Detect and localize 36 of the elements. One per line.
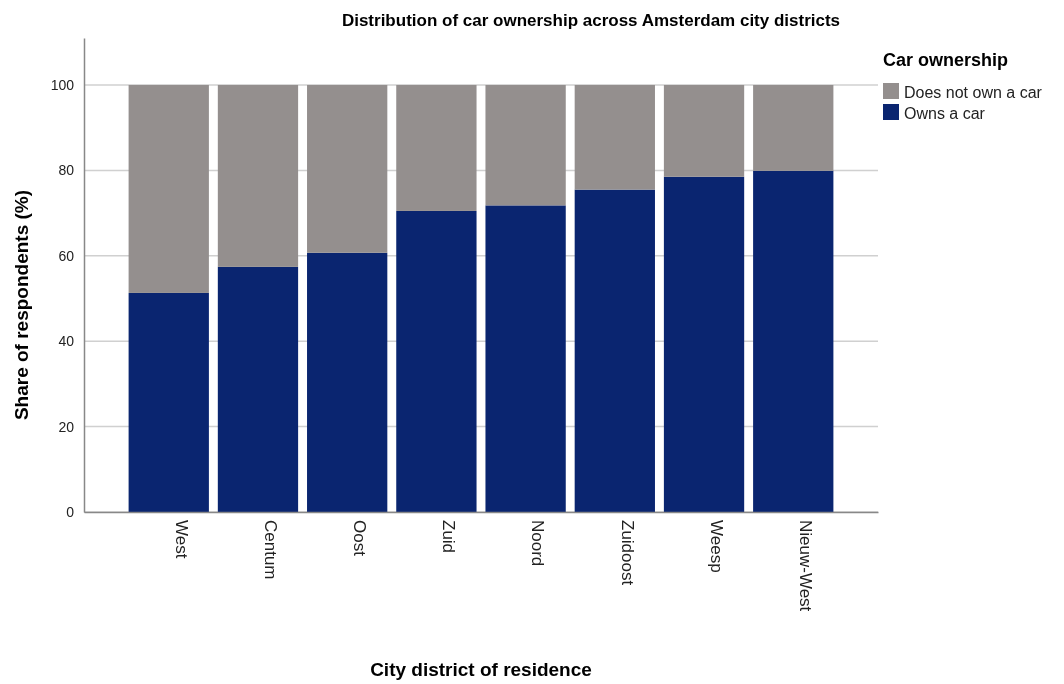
x-tick-label: Oost [349, 520, 369, 557]
bar [485, 84, 566, 206]
y-tick-label: 0 [66, 503, 75, 520]
x-tick-label: Zuidoost [617, 520, 637, 586]
x-tick-label: Weesp [706, 520, 726, 573]
bar [128, 84, 209, 293]
x-tick-label: Centum [260, 520, 280, 580]
bar [128, 292, 209, 512]
x-tick-label: Zuid [439, 520, 459, 554]
bar [753, 170, 834, 512]
bar [307, 84, 388, 253]
x-tick-label: Noord [528, 520, 548, 567]
bar [753, 84, 834, 171]
y-tick-label: 60 [58, 247, 75, 264]
y-tick-label: 80 [58, 162, 75, 179]
y-tick-label: 100 [50, 76, 75, 93]
bar [396, 84, 477, 211]
bar [307, 252, 388, 512]
bar [396, 210, 477, 512]
bar [574, 189, 655, 512]
legend-label: Owns a car [904, 105, 986, 122]
x-axis-title: City district of residence [370, 659, 592, 680]
y-tick-label: 20 [58, 418, 75, 435]
x-tick-label: Nieuw-West [796, 520, 816, 612]
bar [663, 176, 745, 512]
x-tick-label: West [171, 520, 191, 559]
bar [217, 266, 299, 512]
bar [663, 84, 745, 177]
bar [574, 84, 655, 190]
chart-title: Distribution of car ownership across Amsterdam city districts [341, 11, 841, 30]
bar [217, 84, 299, 267]
bar [485, 205, 566, 512]
y-tick-label: 40 [58, 333, 75, 350]
legend-label: Does not own a car [904, 84, 1043, 101]
legend-title: Car ownership [883, 50, 1009, 70]
y-axis-title: Share of respondents (%) [11, 189, 32, 421]
